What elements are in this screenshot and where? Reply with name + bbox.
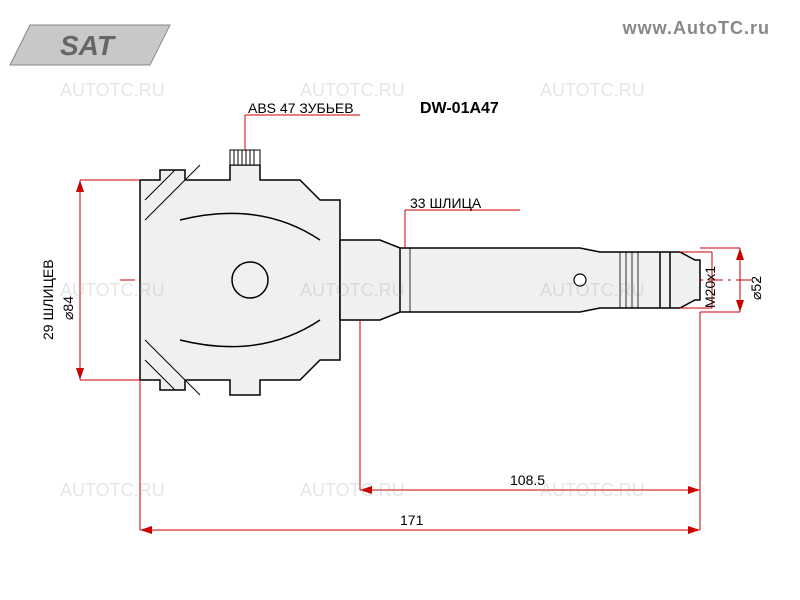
shaft xyxy=(340,240,700,320)
thread-label: M20x1 xyxy=(702,308,744,324)
drawing-svg: SAT xyxy=(0,0,800,600)
svg-text:SAT: SAT xyxy=(60,30,117,61)
len-171-label: 171 xyxy=(400,512,423,528)
abs-ring xyxy=(230,150,260,165)
splines-33-label: 33 ШЛИЦА xyxy=(410,195,481,211)
cv-body xyxy=(140,150,340,395)
abs-teeth-label: ABS 47 ЗУБЬЕВ xyxy=(248,100,354,116)
d52-label: ⌀52 xyxy=(748,300,772,317)
dim-171 xyxy=(140,380,700,534)
splines-29-label: 29 ШЛИЦЕВ xyxy=(40,340,121,356)
dim-108 xyxy=(360,312,700,494)
diagram-canvas: AUTOTC.RU AUTOTC.RU AUTOTC.RU AUTOTC.RU … xyxy=(0,0,800,600)
part-number: DW-01A47 xyxy=(420,100,499,118)
len-108-label: 108.5 xyxy=(510,472,545,488)
logo-url: www.AutoTC.ru xyxy=(623,18,770,39)
d84-label: ⌀84 xyxy=(60,320,84,337)
brand-logo: SAT xyxy=(10,25,170,65)
